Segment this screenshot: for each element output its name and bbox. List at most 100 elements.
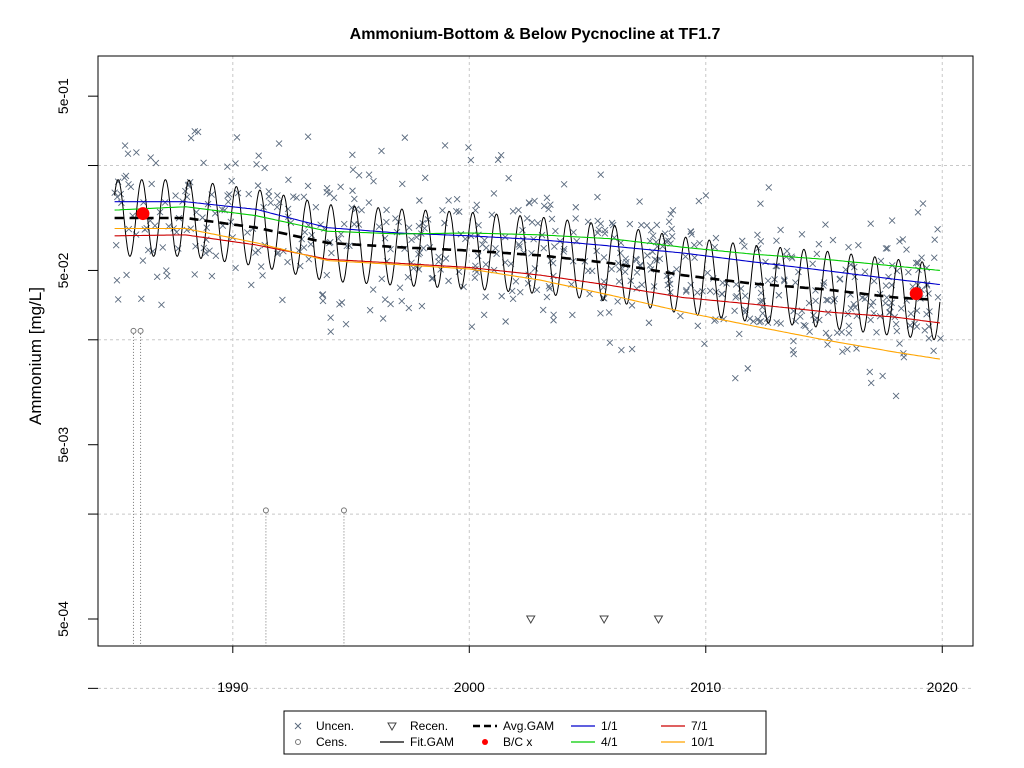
uncensored-point (683, 286, 690, 294)
uncensored-point (172, 192, 179, 199)
uncensored-point (323, 271, 331, 279)
uncensored-point (358, 206, 365, 214)
uncensored-point (829, 236, 837, 244)
uncensored-point (720, 315, 727, 323)
uncensored-point (125, 225, 133, 233)
legend-label: 7/1 (691, 719, 708, 733)
legend: Uncen. Cens. Recen. Fit.GAM Avg.GAM B/C x 1/1 4… (283, 710, 767, 755)
uncensored-point (416, 249, 424, 257)
uncensored-point (845, 243, 852, 251)
uncensored-point (867, 220, 874, 228)
recensored-point (653, 615, 664, 625)
x-axis: 1990 2000 2010 2020 (217, 646, 958, 695)
uncensored-point (543, 194, 551, 202)
uncensored-point (346, 242, 353, 250)
plot-frame (97, 55, 974, 647)
uncensored-point (839, 348, 846, 356)
legend-label: 10/1 (691, 735, 715, 749)
uncensored-point (245, 190, 253, 198)
legend-item: 7/1 (661, 719, 708, 733)
uncensored-point (903, 246, 910, 253)
uncensored-point (173, 228, 180, 236)
uncensored-point (533, 286, 541, 294)
uncensored-point (815, 240, 823, 248)
y-tick-label: 5e-02 (55, 252, 71, 288)
uncensored-point (759, 309, 766, 317)
legend-label: 1/1 (601, 719, 618, 733)
uncensored-point (340, 220, 348, 228)
uncensored-point (914, 259, 922, 267)
uncensored-point (810, 311, 817, 319)
uncensored-point (597, 309, 604, 317)
uncensored-point (498, 292, 506, 300)
uncensored-point (691, 254, 698, 262)
uncensored-point (480, 311, 488, 319)
uncensored-point (644, 252, 651, 259)
uncensored-point (934, 226, 941, 233)
uncensored-point (605, 309, 613, 316)
uncensored-point (702, 192, 710, 199)
uncensored-point (899, 236, 907, 243)
uncensored-point (473, 201, 481, 209)
uncensored-point (813, 250, 821, 258)
x-tick-label: 2010 (690, 679, 721, 695)
uncensored-point (548, 215, 556, 223)
legend-marker (387, 722, 397, 732)
uncensored-point (907, 310, 915, 318)
uncensored-point (608, 265, 615, 273)
uncensored-point (897, 305, 905, 312)
uncensored-point (481, 236, 488, 244)
uncensored-point (455, 208, 463, 216)
uncensored-point (490, 190, 498, 197)
legend-item: Fit.GAM (380, 735, 454, 749)
uncensored-point (649, 232, 657, 239)
uncensored-point (153, 273, 161, 281)
x-tick-label: 2000 (454, 679, 485, 695)
uncensored-point (543, 293, 551, 301)
recensored-points (525, 615, 664, 625)
uncensored-point (572, 215, 579, 222)
uncensored-point (252, 249, 259, 256)
uncensored-point (677, 312, 684, 320)
uncensored-point (420, 244, 427, 252)
uncensored-point (224, 163, 231, 170)
uncensored-point (550, 316, 557, 324)
uncensored-point (830, 297, 837, 305)
uncensored-point (873, 329, 880, 336)
uncensored-point (516, 243, 523, 250)
uncensored-point (319, 297, 327, 305)
uncensored-point (482, 261, 490, 268)
uncensored-point (879, 372, 886, 380)
uncensored-point (247, 281, 255, 289)
uncensored-point (445, 277, 452, 285)
uncensored-point (802, 322, 809, 330)
uncensored-point (882, 282, 890, 289)
uncensored-point (643, 222, 651, 229)
uncensored-point (468, 323, 476, 331)
uncensored-point (482, 244, 490, 252)
legend-label: 4/1 (601, 735, 618, 749)
uncensored-point (152, 159, 160, 167)
uncensored-point (261, 164, 268, 172)
legend-label: Avg.GAM (503, 719, 554, 733)
uncensored-point (351, 195, 358, 203)
uncensored-point (618, 346, 625, 354)
uncensored-point (123, 271, 130, 279)
uncensored-point (505, 174, 512, 182)
uncensored-point (731, 374, 739, 382)
legend-marker (295, 739, 301, 745)
uncensored-point (545, 282, 553, 290)
uncensored-point (646, 262, 654, 269)
uncensored-point (572, 203, 580, 211)
uncensored-point (349, 187, 356, 195)
uncensored-point (327, 314, 334, 321)
uncensored-point (118, 199, 125, 207)
uncensored-point (113, 276, 121, 284)
uncensored-point (379, 315, 387, 322)
uncensored-point (712, 316, 719, 323)
uncensored-point (442, 255, 450, 262)
uncensored-point (921, 326, 929, 334)
uncensored-point (383, 206, 390, 214)
uncensored-point (699, 288, 706, 295)
uncensored-point (122, 172, 130, 180)
